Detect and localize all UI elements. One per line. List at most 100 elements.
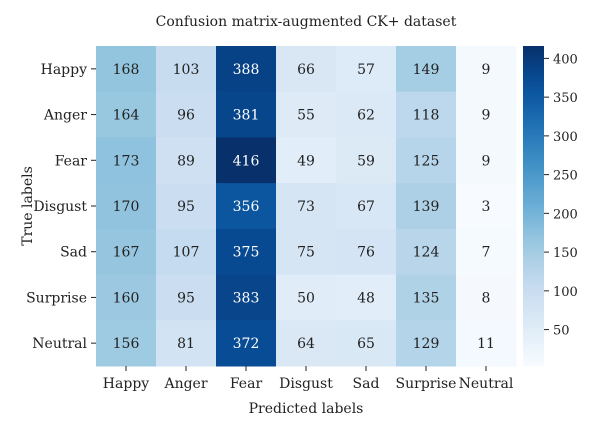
heatmap-cell (156, 228, 217, 276)
chart-title: Confusion matrix-augmented CK+ dataset (156, 14, 457, 30)
cell-value-label: 73 (297, 199, 315, 215)
y-tick-label: Fear (55, 153, 88, 169)
cell-value-label: 416 (233, 153, 260, 169)
colorbar-tick-label: 50 (553, 324, 570, 339)
heatmap-cell (276, 183, 337, 230)
x-tick-label: Anger (163, 376, 207, 392)
heatmap-cell (396, 183, 457, 230)
cell-value-label: 67 (357, 199, 375, 215)
heatmap-cell (216, 91, 277, 138)
cell-value-label: 7 (482, 245, 491, 261)
cell-value-label: 372 (233, 336, 260, 352)
x-tick-label: Happy (103, 376, 149, 392)
heatmap-cell (276, 274, 337, 321)
cell-value-label: 107 (173, 245, 200, 261)
heatmap-cell (396, 46, 457, 93)
y-tick-label: Anger (43, 108, 87, 124)
heatmap-cell (396, 228, 457, 276)
heatmap-cell (276, 137, 337, 184)
heatmap-cell (456, 183, 517, 230)
heatmap-cell (96, 137, 157, 184)
heatmap-cell (456, 274, 517, 321)
cell-value-label: 375 (233, 245, 260, 261)
cell-value-label: 125 (413, 153, 440, 169)
x-tick-label: Disgust (279, 376, 333, 392)
cell-value-label: 173 (113, 153, 140, 169)
heatmap-cell (336, 274, 397, 321)
heatmap-cell (396, 274, 457, 321)
heatmap-cell (336, 183, 397, 230)
y-tick-labels: Happy Anger Fear Disgust Sad Surprise Neutral (26, 62, 96, 352)
heatmap-cell (96, 320, 157, 367)
heatmap-cell (276, 46, 337, 93)
heatmap-cell (156, 91, 217, 138)
heatmap-cell (276, 228, 337, 276)
y-axis-title: True labels (20, 166, 36, 246)
heatmap-cell (396, 91, 457, 138)
colorbar-tick-label: 100 (553, 285, 578, 300)
heatmap-cell (156, 183, 217, 230)
cell-value-label: 59 (357, 153, 375, 169)
x-tick-label: Neutral (459, 376, 514, 392)
cell-value-label: 76 (357, 245, 375, 261)
cell-value-label: 57 (357, 62, 375, 78)
cell-value-label: 383 (233, 290, 260, 306)
colorbar-tick-label: 250 (553, 169, 578, 184)
colorbar: 50 100 150 200 250 300 350 400 (523, 46, 578, 366)
cell-value-label: 160 (113, 290, 140, 306)
cell-value-label: 124 (413, 245, 440, 261)
cell-value-label: 55 (297, 108, 315, 124)
heatmap-cell (156, 274, 217, 321)
cell-value-label: 62 (357, 108, 375, 124)
heatmap-cell (336, 228, 397, 276)
cell-value-label: 48 (357, 290, 375, 306)
cell-value-label: 81 (177, 336, 195, 352)
heatmap-cell (156, 46, 217, 93)
cell-value-label: 96 (177, 108, 195, 124)
cell-value-label: 89 (177, 153, 195, 169)
heatmap-cell (336, 46, 397, 93)
heatmap-cell (96, 228, 157, 276)
cell-value-label: 9 (482, 153, 491, 169)
cell-value-label: 103 (173, 62, 200, 78)
heatmap-cell (336, 320, 397, 367)
cell-value-label: 167 (113, 245, 140, 261)
x-tick-label: Sad (353, 376, 380, 392)
cell-value-label: 139 (413, 199, 440, 215)
heatmap-cell (456, 91, 517, 138)
colorbar-tick-label: 200 (553, 207, 578, 222)
heatmap-cell (456, 46, 517, 93)
cell-value-label: 65 (357, 336, 375, 352)
cell-value-label: 95 (177, 199, 195, 215)
cell-value-label: 388 (233, 62, 260, 78)
cell-value-label: 75 (297, 245, 315, 261)
cell-value-label: 129 (413, 336, 440, 352)
heatmap-cell (216, 183, 277, 230)
y-tick-label: Disgust (33, 199, 87, 215)
heatmap-cell (396, 137, 457, 184)
cell-value-label: 170 (113, 199, 140, 215)
x-axis-title: Predicted labels (249, 401, 364, 417)
x-tick-label: Surprise (396, 376, 457, 392)
heatmap-cell (336, 91, 397, 138)
cell-value-label: 49 (297, 153, 315, 169)
heatmap-cell (456, 228, 517, 276)
heatmap-cell (456, 137, 517, 184)
x-tick-label: Fear (230, 376, 263, 392)
cell-value-label: 50 (297, 290, 315, 306)
cell-value-label: 381 (233, 108, 260, 124)
y-tick-label: Happy (41, 62, 87, 78)
heatmap-cell (156, 137, 217, 184)
heatmap-cell (396, 320, 457, 367)
cell-value-label: 168 (113, 62, 140, 78)
heatmap-cell (96, 46, 157, 93)
heatmap-cell (456, 320, 517, 367)
heatmap-cell (336, 137, 397, 184)
heatmap-cell (216, 320, 277, 367)
colorbar-tick-label: 350 (553, 91, 578, 106)
cell-value-label: 3 (482, 199, 491, 215)
colorbar-tick-label: 400 (553, 52, 578, 67)
